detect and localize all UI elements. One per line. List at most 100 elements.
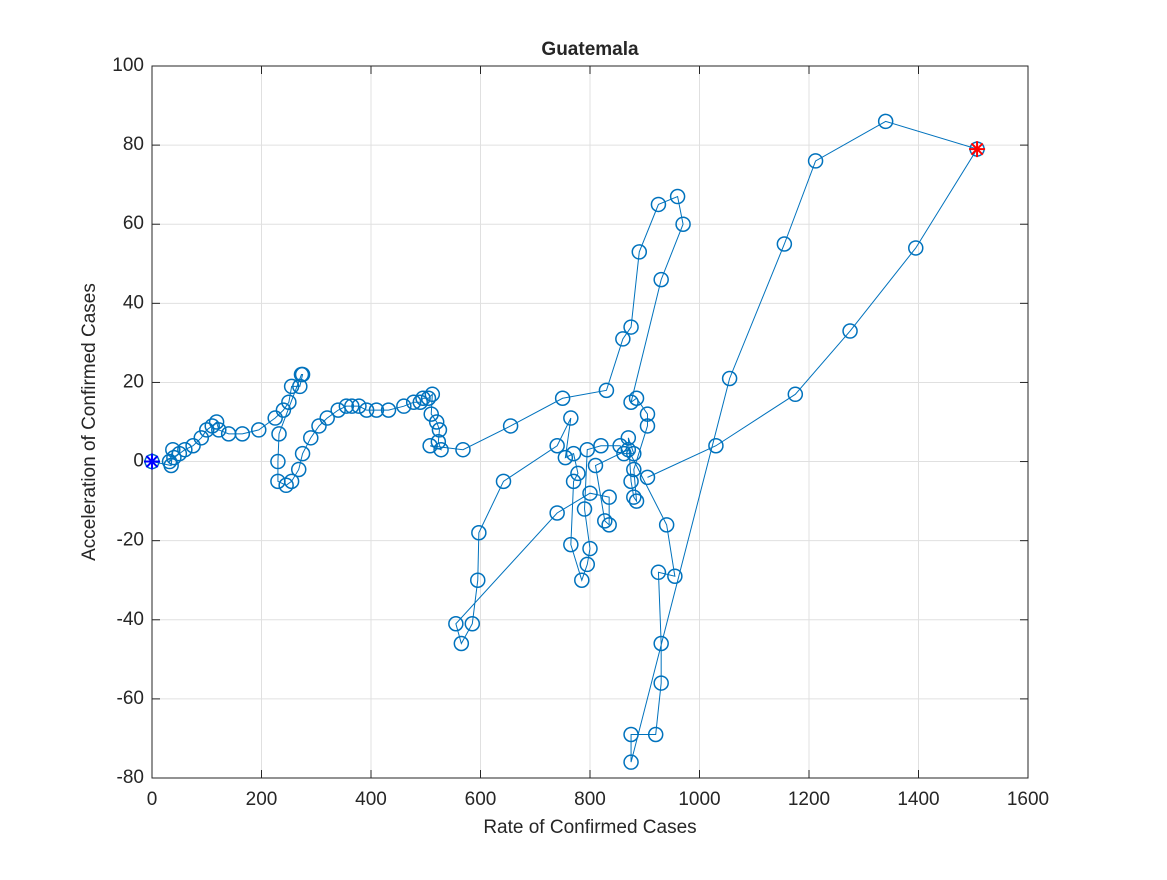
marker xyxy=(278,477,294,494)
y-tick-label: 60 xyxy=(123,213,144,234)
marker xyxy=(574,572,590,588)
x-tick-label: 1200 xyxy=(788,789,830,810)
marker xyxy=(623,319,639,335)
y-tick-label: -60 xyxy=(117,688,144,709)
marker xyxy=(554,390,571,407)
marker xyxy=(669,188,686,205)
marker xyxy=(351,398,367,414)
marker xyxy=(612,437,628,454)
marker xyxy=(549,437,565,454)
marker xyxy=(708,437,724,454)
marker xyxy=(579,556,596,573)
marker xyxy=(650,564,667,581)
x-tick-label: 200 xyxy=(246,789,278,810)
marker xyxy=(144,453,160,470)
x-tick-label: 1400 xyxy=(897,789,939,810)
marker xyxy=(448,615,464,632)
marker xyxy=(470,572,486,588)
marker xyxy=(787,386,804,403)
marker xyxy=(807,153,824,169)
marker xyxy=(597,513,613,529)
marker xyxy=(294,445,311,462)
marker xyxy=(396,398,412,414)
marker xyxy=(358,402,375,418)
marker xyxy=(667,568,683,585)
marker xyxy=(557,449,574,466)
marker xyxy=(208,414,225,430)
marker xyxy=(628,493,645,509)
marker xyxy=(455,441,471,458)
marker xyxy=(639,418,656,434)
marker xyxy=(431,422,448,438)
marker xyxy=(776,236,793,252)
marker xyxy=(565,445,582,462)
marker xyxy=(166,449,182,466)
marker xyxy=(471,525,487,541)
marker xyxy=(251,422,267,438)
marker xyxy=(969,141,986,158)
marker xyxy=(430,434,447,450)
marker xyxy=(579,441,596,458)
marker xyxy=(270,453,286,470)
marker xyxy=(271,426,287,442)
x-tick-label: 800 xyxy=(574,789,606,810)
y-tick-label: 0 xyxy=(133,451,144,472)
marker xyxy=(453,635,470,652)
marker xyxy=(422,437,438,454)
x-tick-label: 1600 xyxy=(1007,789,1049,810)
marker xyxy=(495,473,512,490)
marker xyxy=(563,536,579,553)
marker xyxy=(290,461,307,478)
marker xyxy=(563,410,579,426)
marker xyxy=(428,414,445,430)
marker xyxy=(283,473,300,490)
marker xyxy=(631,244,648,260)
marker xyxy=(620,441,637,458)
marker xyxy=(570,465,586,482)
marker xyxy=(639,469,656,486)
marker xyxy=(281,394,297,410)
marker xyxy=(171,445,188,462)
marker xyxy=(424,386,441,403)
marker xyxy=(234,426,251,442)
chart-title: Guatemala xyxy=(541,39,639,60)
marker xyxy=(639,406,656,422)
marker xyxy=(380,402,397,418)
marker xyxy=(502,418,519,434)
y-tick-label: 80 xyxy=(123,134,144,155)
marker xyxy=(653,675,669,691)
marker xyxy=(623,754,639,770)
marker xyxy=(293,366,310,383)
x-tick-label: 600 xyxy=(465,789,497,810)
marker xyxy=(433,441,449,458)
y-tick-label: -20 xyxy=(117,530,144,551)
marker xyxy=(616,445,632,462)
marker xyxy=(283,378,300,395)
marker xyxy=(598,382,615,399)
marker xyxy=(161,453,178,470)
series-line xyxy=(151,120,978,763)
y-tick-label: 40 xyxy=(123,292,144,313)
marker xyxy=(626,461,642,478)
marker xyxy=(211,422,227,438)
marker xyxy=(615,331,631,347)
marker xyxy=(193,430,210,446)
y-tick-label: 20 xyxy=(123,371,144,392)
y-axis-label: Acceleration of Confirmed Cases xyxy=(79,283,100,561)
marker xyxy=(601,517,617,533)
marker xyxy=(877,113,894,130)
marker xyxy=(582,540,598,557)
marker xyxy=(653,635,669,652)
x-tick-label: 0 xyxy=(147,789,158,810)
marker xyxy=(319,410,335,426)
x-axis-label: Rate of Confirmed Cases xyxy=(483,817,696,838)
marker xyxy=(565,473,582,490)
marker xyxy=(601,489,617,505)
marker xyxy=(647,726,664,743)
marker xyxy=(576,501,593,517)
marker xyxy=(311,418,327,434)
marker xyxy=(275,402,292,418)
marker xyxy=(623,726,639,743)
marker xyxy=(423,406,439,422)
